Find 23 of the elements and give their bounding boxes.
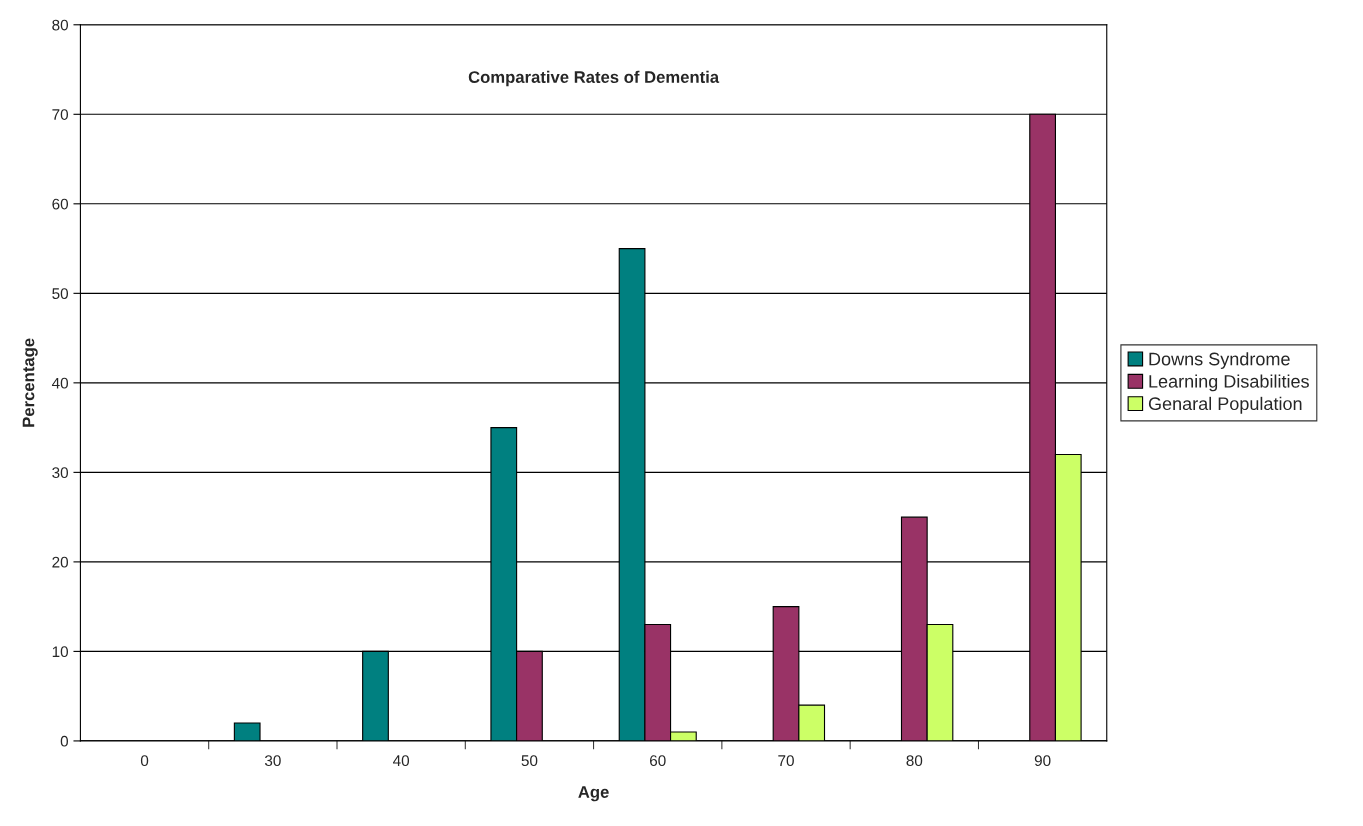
x-tick-label: 60 [650, 755, 666, 767]
y-tick-label: 20 [52, 556, 69, 568]
x-tick-label: 40 [393, 755, 410, 767]
y-axis-title: Percentage [22, 338, 38, 427]
x-tick-label: 80 [906, 755, 923, 767]
text: Comparative Rates of Dementia [468, 70, 720, 87]
legend-label: Learning Disabilities [1149, 374, 1309, 392]
x-tick-label: 0 [140, 755, 149, 767]
y-tick-label: 70 [52, 109, 69, 120]
y-tick-label: 50 [52, 288, 69, 300]
y-tick-label: 40 [51, 377, 69, 389]
x-axis-title: Age [578, 786, 609, 802]
legend-label: Genaral Population [1148, 396, 1302, 414]
x-tick-label: 90 [1034, 755, 1051, 767]
legend-label: Downs Syndrome [1149, 352, 1290, 369]
y-tick-label: 60 [52, 198, 69, 210]
y-tick-label: 0 [60, 735, 69, 747]
y-tick-label: 80 [52, 19, 69, 31]
x-tick-label: 50 [521, 755, 538, 767]
x-tick-label: 70 [778, 755, 794, 767]
y-tick-label: 30 [52, 467, 69, 479]
x-tick-label: 30 [264, 755, 281, 767]
y-tick-label: 10 [52, 646, 69, 658]
